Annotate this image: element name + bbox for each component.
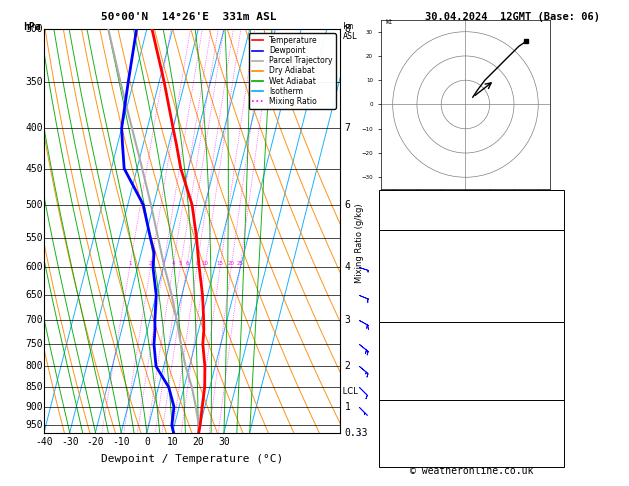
Text: StmSpd (kt): StmSpd (kt) [382, 452, 447, 462]
Text: 800: 800 [25, 361, 43, 371]
Text: EH: EH [382, 414, 394, 424]
Text: 550: 550 [25, 232, 43, 243]
Text: CAPE (J): CAPE (J) [382, 295, 429, 305]
Text: -10: -10 [113, 437, 130, 448]
Text: 15: 15 [551, 452, 563, 462]
Text: 1: 1 [345, 402, 350, 412]
Text: K: K [382, 191, 387, 201]
Text: 25: 25 [237, 261, 243, 266]
Text: 1: 1 [557, 361, 563, 371]
Text: 28: 28 [551, 414, 563, 424]
Text: Most Unstable: Most Unstable [433, 323, 509, 333]
Text: 2: 2 [149, 261, 152, 266]
Text: 6: 6 [345, 200, 350, 210]
Text: Hodograph: Hodograph [445, 401, 498, 412]
Text: 600: 600 [25, 262, 43, 273]
Text: ASL: ASL [343, 32, 358, 41]
Text: 318: 318 [545, 348, 563, 358]
Text: 650: 650 [25, 290, 43, 300]
Text: 10: 10 [167, 437, 179, 448]
Text: 0: 0 [144, 437, 150, 448]
Text: Lifted Index: Lifted Index [382, 361, 452, 371]
Text: 8: 8 [345, 24, 350, 34]
Text: 4: 4 [171, 261, 175, 266]
Text: 2: 2 [345, 361, 350, 371]
Text: θe (K): θe (K) [382, 348, 417, 358]
Text: 50°00'N  14°26'E  331m ASL: 50°00'N 14°26'E 331m ASL [101, 12, 277, 22]
Text: Lifted Index: Lifted Index [382, 282, 452, 292]
Text: hPa: hPa [23, 22, 41, 32]
Text: PW (cm): PW (cm) [382, 216, 423, 226]
Text: 450: 450 [25, 163, 43, 174]
Text: 750: 750 [25, 339, 43, 349]
Text: Dewp (°C): Dewp (°C) [382, 257, 435, 267]
Text: 30: 30 [218, 437, 230, 448]
Text: 3: 3 [345, 315, 350, 326]
Text: Pressure (mb): Pressure (mb) [382, 335, 458, 346]
Text: CIN (J): CIN (J) [382, 307, 423, 317]
Text: StmDir: StmDir [382, 439, 417, 450]
Text: 20.2: 20.2 [540, 244, 563, 254]
Text: 3: 3 [162, 261, 165, 266]
Text: 20: 20 [192, 437, 204, 448]
Text: 1.57: 1.57 [540, 216, 563, 226]
Text: 400: 400 [25, 123, 43, 133]
Text: Totals Totals: Totals Totals [382, 203, 458, 213]
Text: 500: 500 [25, 200, 43, 210]
Text: Dewpoint / Temperature (°C): Dewpoint / Temperature (°C) [101, 454, 283, 465]
Text: -40: -40 [35, 437, 53, 448]
Text: 0: 0 [557, 373, 563, 383]
Text: 7: 7 [345, 123, 350, 133]
Text: 0: 0 [557, 295, 563, 305]
Text: 8: 8 [195, 261, 199, 266]
Text: SREH: SREH [382, 427, 405, 437]
Text: 10: 10 [202, 261, 209, 266]
Text: 44: 44 [551, 203, 563, 213]
Text: 0: 0 [557, 386, 563, 396]
Text: © weatheronline.co.uk: © weatheronline.co.uk [410, 466, 533, 476]
Text: 0.33: 0.33 [345, 428, 368, 437]
Text: θe(K): θe(K) [382, 269, 411, 279]
Text: 12: 12 [551, 191, 563, 201]
Text: 30: 30 [551, 427, 563, 437]
Text: 318: 318 [545, 269, 563, 279]
Text: Temp (°C): Temp (°C) [382, 244, 435, 254]
Text: 950: 950 [25, 420, 43, 431]
Text: Mixing Ratio (g/kg): Mixing Ratio (g/kg) [355, 203, 364, 283]
Text: 850: 850 [25, 382, 43, 392]
Legend: Temperature, Dewpoint, Parcel Trajectory, Dry Adiabat, Wet Adiabat, Isotherm, Mi: Temperature, Dewpoint, Parcel Trajectory… [248, 33, 336, 109]
Text: 6: 6 [185, 261, 189, 266]
Text: 4: 4 [345, 262, 350, 273]
Text: 1: 1 [128, 261, 131, 266]
Text: 5: 5 [179, 261, 182, 266]
Text: 0: 0 [557, 307, 563, 317]
Text: 1: 1 [557, 282, 563, 292]
Text: -30: -30 [61, 437, 79, 448]
Text: 30.04.2024  12GMT (Base: 06): 30.04.2024 12GMT (Base: 06) [425, 12, 600, 22]
Text: -20: -20 [87, 437, 104, 448]
Text: 350: 350 [25, 77, 43, 87]
Text: Surface: Surface [451, 231, 492, 242]
Text: CAPE (J): CAPE (J) [382, 373, 429, 383]
Text: 700: 700 [25, 315, 43, 326]
Text: kt: kt [386, 19, 392, 25]
Text: 15: 15 [217, 261, 224, 266]
Text: LCL: LCL [340, 387, 357, 396]
Text: 20: 20 [228, 261, 235, 266]
Text: 221°: 221° [540, 439, 563, 450]
Text: 900: 900 [25, 402, 43, 412]
Text: CIN (J): CIN (J) [382, 386, 423, 396]
Text: km: km [343, 22, 353, 31]
Text: 300: 300 [25, 24, 43, 34]
Text: 979: 979 [545, 335, 563, 346]
Text: 10.4: 10.4 [540, 257, 563, 267]
